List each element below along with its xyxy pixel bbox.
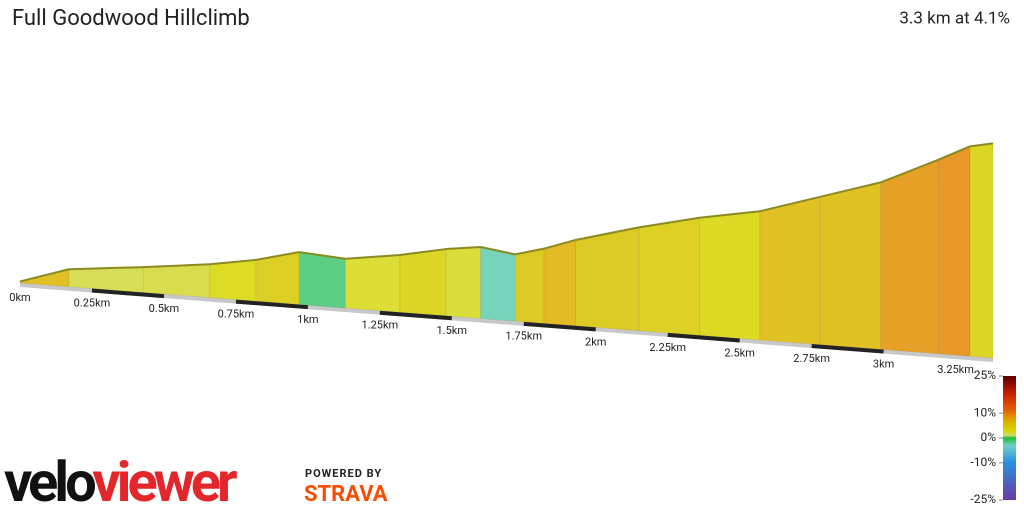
colorbar-label: 25%	[974, 368, 996, 382]
x-tick-label: 0.5km	[149, 302, 180, 315]
profile-top	[575, 226, 640, 241]
colorbar-label: 10%	[974, 405, 996, 419]
profile-segment	[399, 248, 447, 317]
profile-segment	[344, 254, 401, 313]
profile-top	[699, 210, 760, 219]
distance-band	[811, 344, 884, 354]
colorbar-label: -10%	[970, 455, 996, 469]
profile-top	[19, 268, 70, 283]
profile-top	[638, 216, 700, 229]
distance-band	[667, 332, 740, 343]
x-tick-label: 2.75km	[793, 352, 830, 365]
strava-logo: STRAVA	[304, 482, 388, 507]
x-tick-label: 3.25km	[937, 363, 974, 376]
colorbar-label: 0%	[980, 430, 996, 444]
x-tick-label: 0.25km	[74, 296, 111, 309]
profile-segment	[298, 251, 346, 309]
profile-top	[514, 247, 545, 256]
profile-segment	[575, 226, 640, 332]
profile-top	[255, 251, 300, 261]
profile-segment	[699, 210, 761, 341]
profile-segment	[480, 246, 516, 322]
profile-segment	[969, 142, 994, 359]
profile-top	[820, 181, 881, 198]
profile-top	[68, 266, 144, 271]
profile-top	[759, 195, 821, 213]
profile-segment	[143, 263, 211, 299]
x-tick-label: 1.5km	[437, 324, 468, 337]
profile-segment	[759, 196, 821, 346]
profile-segment	[880, 159, 939, 355]
profile-top	[445, 245, 481, 251]
profile-top	[937, 145, 971, 161]
profile-segment	[819, 181, 882, 350]
logo-part: velo	[4, 449, 95, 512]
profile-top	[299, 251, 346, 260]
profile-top	[969, 142, 994, 148]
logo-part: viewer	[92, 449, 237, 512]
profile-segment	[638, 217, 700, 336]
profile-segment	[209, 259, 257, 302]
x-tick-label: 0.75km	[218, 308, 255, 321]
profile-segment	[543, 239, 576, 327]
chart-subtitle: 3.3 km at 4.1%	[899, 8, 1010, 28]
logo: veloviewer	[4, 449, 237, 512]
profile-top	[543, 239, 576, 250]
x-tick-label: 2.25km	[649, 341, 686, 354]
profile-top	[345, 254, 401, 260]
colorbar	[1003, 376, 1016, 500]
x-tick-label: 1km	[297, 313, 318, 326]
distance-band	[235, 299, 309, 310]
profile-segment	[445, 246, 481, 319]
profile-top	[209, 258, 257, 266]
x-tick-label: 3km	[873, 357, 894, 370]
powered-by: POWERED BY	[305, 467, 382, 480]
profile-segment	[255, 251, 300, 305]
x-tick-label: 1.75km	[505, 330, 542, 343]
profile-top	[480, 245, 516, 256]
distance-band	[91, 288, 165, 299]
profile-top	[399, 248, 447, 257]
x-tick-label: 2km	[585, 335, 606, 348]
profile-top	[143, 263, 211, 269]
profile-segment	[937, 145, 971, 357]
x-tick-label: 2.5km	[724, 346, 755, 359]
distance-band	[523, 321, 596, 332]
colorbar-label: -25%	[970, 492, 996, 506]
distance-band	[379, 310, 452, 321]
profile-top	[880, 158, 939, 184]
x-tick-label: 0km	[9, 291, 30, 304]
profile-segment	[514, 248, 545, 324]
chart-title: Full Goodwood Hillclimb	[12, 6, 250, 31]
x-tick-label: 1.25km	[362, 319, 399, 332]
